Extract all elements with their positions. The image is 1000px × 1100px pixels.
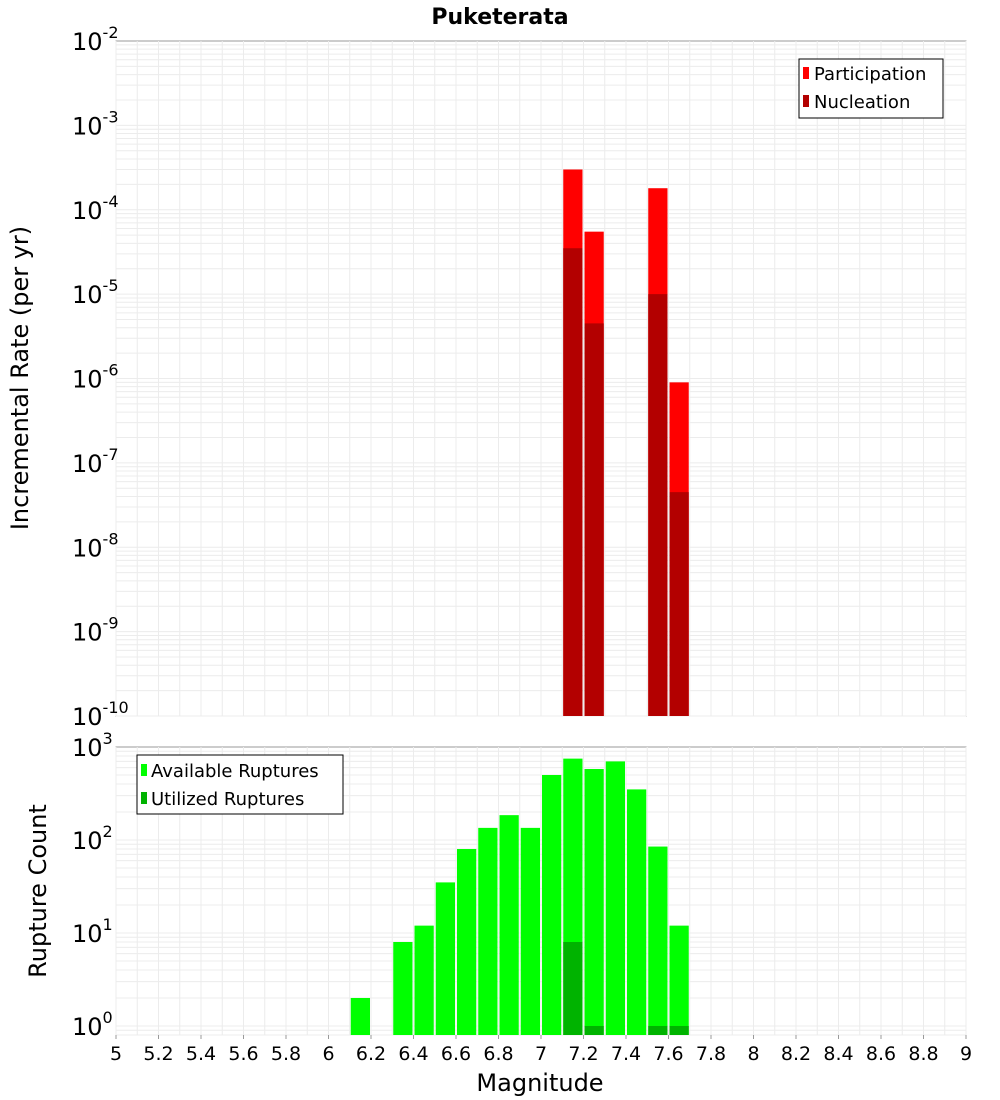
x-tick-label: 7.4 bbox=[611, 1043, 641, 1065]
bottom-plot: 100 101 102 103 5 5.2 5.4 5.6 5.8 6 6.2 6.4 6.6 6.8 7… bbox=[24, 729, 972, 1097]
top-y-tick-label: 10-3 bbox=[72, 107, 119, 140]
top-legend-box bbox=[798, 58, 944, 119]
x-tick-label: 8.8 bbox=[908, 1043, 938, 1065]
bottom-y-ticks: 100 101 102 103 bbox=[72, 729, 113, 1041]
utilized-ruptures-bar bbox=[648, 1025, 668, 1035]
x-tick-label: 8.6 bbox=[866, 1043, 896, 1065]
legend-swatch-utilized bbox=[141, 792, 147, 804]
top-y-tick-label: 10-4 bbox=[72, 192, 119, 225]
x-tick-label: 7.6 bbox=[653, 1043, 683, 1065]
top-plot: 10-10 10-9 10-8 10-7 10-6 10-5 10-4 10-3 10-2 In… bbox=[6, 23, 967, 731]
top-y-tick-label: 10-5 bbox=[72, 276, 119, 309]
x-tick-label: 6.6 bbox=[441, 1043, 471, 1065]
available-ruptures-bar bbox=[350, 997, 370, 1035]
x-tick-label: 7.2 bbox=[568, 1043, 598, 1065]
utilized-ruptures-bar bbox=[563, 942, 583, 1035]
bottom-y-tick-label: 103 bbox=[72, 729, 113, 762]
bottom-legend-box bbox=[136, 754, 344, 815]
bottom-bars bbox=[350, 758, 689, 1035]
bottom-grid bbox=[115, 747, 967, 1036]
available-ruptures-bar bbox=[499, 815, 519, 1035]
available-ruptures-bar bbox=[605, 761, 625, 1035]
legend-swatch-available bbox=[141, 764, 147, 776]
available-ruptures-bar bbox=[414, 925, 434, 1035]
top-y-tick-label: 10-2 bbox=[72, 23, 119, 56]
nucleation-bar bbox=[648, 294, 668, 716]
nucleation-bar bbox=[669, 492, 689, 716]
x-tick-label: 5.2 bbox=[143, 1043, 173, 1065]
available-ruptures-bar bbox=[648, 846, 668, 1035]
bottom-y-tick-label: 102 bbox=[72, 822, 113, 855]
available-ruptures-bar bbox=[584, 769, 604, 1035]
utilized-ruptures-bar bbox=[584, 1025, 604, 1035]
legend-label-nucleation: Nucleation bbox=[814, 92, 910, 113]
top-legend: Participation Nucleation bbox=[798, 58, 944, 119]
x-tick-label: 7.8 bbox=[696, 1043, 726, 1065]
legend-swatch-participation bbox=[803, 67, 809, 79]
x-tick-label: 9 bbox=[960, 1043, 972, 1065]
utilized-ruptures-bar bbox=[669, 1025, 689, 1035]
legend-label-participation: Participation bbox=[814, 64, 926, 85]
x-tick-label: 8.4 bbox=[823, 1043, 853, 1065]
bottom-y-axis-label: Rupture Count bbox=[24, 804, 52, 978]
available-ruptures-bar bbox=[457, 849, 477, 1035]
available-ruptures-bar bbox=[520, 827, 540, 1035]
chart-title: Puketerata bbox=[431, 5, 568, 30]
x-tick-label: 8 bbox=[747, 1043, 759, 1065]
available-ruptures-bar bbox=[435, 882, 455, 1035]
available-ruptures-bar bbox=[627, 789, 647, 1035]
available-ruptures-bar bbox=[393, 942, 413, 1035]
top-y-tick-label: 10-7 bbox=[72, 445, 119, 478]
bottom-y-tick-label: 100 bbox=[72, 1008, 113, 1041]
x-tick-label: 6.4 bbox=[398, 1043, 428, 1065]
top-y-axis-label: Incremental Rate (per yr) bbox=[6, 226, 34, 530]
top-y-tick-label: 10-6 bbox=[72, 361, 119, 394]
available-ruptures-bar bbox=[542, 774, 562, 1035]
x-axis-label: Magnitude bbox=[476, 1069, 603, 1097]
x-tick-label: 6 bbox=[322, 1043, 334, 1065]
legend-swatch-nucleation bbox=[803, 95, 809, 107]
x-tick-label: 6.8 bbox=[483, 1043, 513, 1065]
available-ruptures-bar bbox=[669, 925, 689, 1035]
x-tick-label: 6.2 bbox=[356, 1043, 386, 1065]
x-tick-label: 5 bbox=[110, 1043, 122, 1065]
x-ticks: 5 5.2 5.4 5.6 5.8 6 6.2 6.4 6.6 6.8 7 7.2 7.4 7.6 7.8 8… bbox=[110, 1035, 972, 1065]
x-tick-label: 7 bbox=[535, 1043, 547, 1065]
nucleation-bar bbox=[584, 323, 604, 716]
top-y-tick-label: 10-8 bbox=[72, 529, 119, 562]
x-tick-label: 5.6 bbox=[228, 1043, 258, 1065]
top-bars bbox=[563, 169, 689, 717]
top-y-tick-label: 10-10 bbox=[72, 698, 129, 731]
bottom-legend: Available Ruptures Utilized Ruptures bbox=[136, 754, 344, 815]
x-tick-label: 5.8 bbox=[271, 1043, 301, 1065]
x-tick-label: 5.4 bbox=[186, 1043, 216, 1065]
top-y-ticks: 10-10 10-9 10-8 10-7 10-6 10-5 10-4 10-3 10-2 bbox=[72, 23, 129, 731]
available-ruptures-bar bbox=[478, 827, 498, 1035]
top-grid bbox=[115, 41, 967, 717]
legend-label-available: Available Ruptures bbox=[151, 761, 319, 782]
x-tick-label: 8.2 bbox=[781, 1043, 811, 1065]
top-y-tick-label: 10-9 bbox=[72, 614, 119, 647]
legend-label-utilized: Utilized Ruptures bbox=[151, 789, 304, 810]
bottom-y-tick-label: 101 bbox=[72, 915, 113, 948]
nucleation-bar bbox=[563, 248, 583, 717]
